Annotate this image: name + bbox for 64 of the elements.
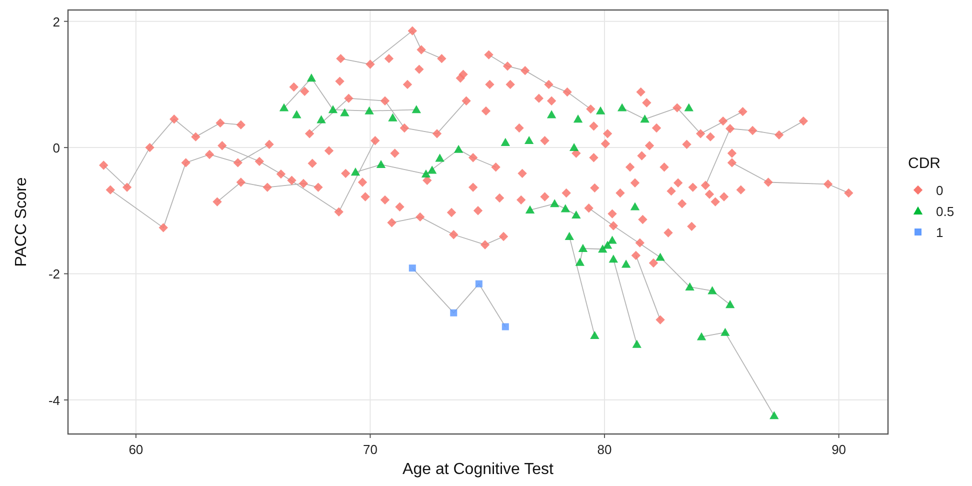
point — [475, 280, 482, 288]
point — [364, 106, 374, 114]
point — [725, 300, 735, 308]
point — [569, 142, 579, 151]
point — [279, 103, 289, 112]
y-tick-label: -2 — [48, 266, 60, 282]
point — [630, 202, 640, 210]
point — [454, 144, 464, 153]
x-tick-label: 80 — [597, 442, 612, 457]
point — [560, 204, 570, 212]
point — [564, 232, 574, 240]
point — [621, 260, 631, 268]
point — [708, 286, 717, 294]
point — [435, 154, 444, 162]
point — [306, 74, 316, 82]
point — [502, 323, 509, 330]
point — [602, 240, 612, 249]
point — [598, 244, 608, 253]
point — [632, 340, 642, 348]
y-axis-title: PACC Score — [13, 177, 30, 267]
point — [292, 110, 302, 118]
legend-label: 0.5 — [936, 204, 954, 219]
point — [656, 252, 665, 261]
point — [450, 309, 458, 316]
point — [524, 136, 534, 144]
point — [546, 110, 556, 118]
x-tick-label: 60 — [128, 442, 144, 457]
point — [578, 244, 588, 252]
legend-label: 0 — [936, 183, 944, 198]
point — [408, 264, 416, 272]
point — [421, 169, 431, 178]
point — [696, 332, 706, 340]
point — [684, 103, 694, 112]
y-tick-label: -4 — [48, 392, 60, 408]
point — [572, 210, 581, 219]
point — [500, 138, 510, 146]
point — [770, 411, 779, 420]
point — [340, 108, 350, 116]
point — [608, 254, 618, 263]
x-tick-label: 70 — [362, 442, 378, 457]
point — [685, 282, 694, 290]
point — [640, 114, 650, 123]
y-tick-label: 0 — [52, 140, 60, 156]
point — [350, 168, 360, 176]
point — [608, 236, 617, 244]
y-tick-label: 2 — [52, 14, 60, 30]
point — [575, 258, 585, 266]
point — [596, 106, 606, 114]
x-axis-title: Age at Cognitive Test — [402, 461, 554, 478]
point — [427, 166, 437, 174]
legend-label: 1 — [936, 225, 944, 240]
legend-title: CDR — [908, 155, 941, 172]
point — [573, 114, 583, 123]
point — [617, 103, 627, 112]
x-tick-label: 90 — [832, 442, 846, 457]
point — [550, 199, 560, 208]
point — [316, 115, 326, 124]
point — [376, 160, 386, 168]
point — [328, 105, 338, 114]
point — [412, 105, 421, 114]
point — [720, 328, 730, 336]
point — [388, 113, 398, 122]
point — [590, 330, 600, 340]
point — [525, 205, 535, 214]
